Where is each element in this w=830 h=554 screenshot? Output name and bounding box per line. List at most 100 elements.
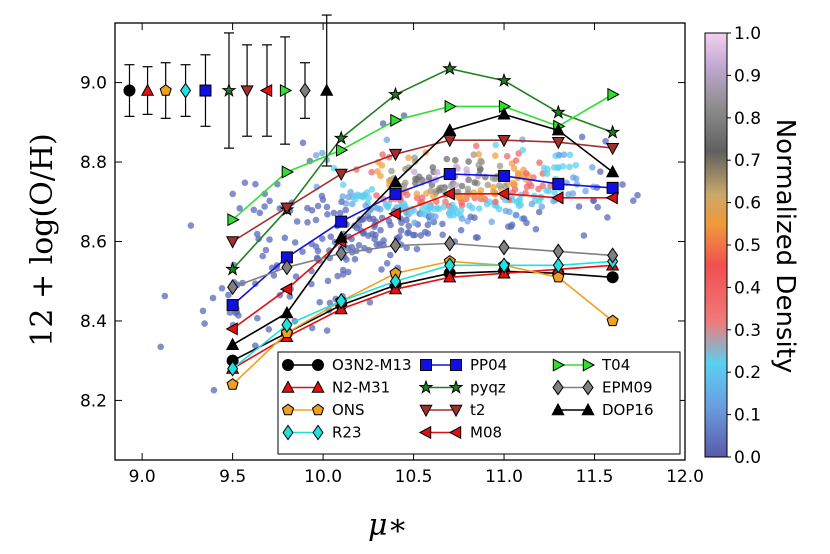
density-point bbox=[380, 237, 387, 244]
series-line-ons bbox=[232, 260, 614, 386]
density-point bbox=[259, 252, 267, 260]
density-point bbox=[535, 208, 543, 216]
y-tick-label: 8.4 bbox=[80, 312, 107, 332]
density-point bbox=[157, 343, 164, 351]
legend-marker-t2 bbox=[449, 404, 463, 418]
density-point bbox=[417, 232, 425, 239]
density-point bbox=[463, 170, 471, 177]
errorbar-marker-pp04 bbox=[199, 84, 212, 97]
errorbar-marker-m08 bbox=[259, 83, 273, 98]
density-point bbox=[452, 156, 459, 164]
density-point bbox=[388, 167, 395, 175]
data-point-m08 bbox=[279, 282, 293, 296]
density-point bbox=[209, 294, 217, 302]
density-point bbox=[442, 198, 449, 206]
density-point bbox=[475, 205, 483, 212]
data-point-pp04 bbox=[606, 181, 619, 194]
density-point bbox=[492, 152, 499, 159]
data-point-pp04 bbox=[498, 169, 511, 182]
density-point bbox=[378, 162, 386, 169]
density-point bbox=[379, 151, 386, 158]
data-point-t04 bbox=[390, 113, 403, 127]
density-point bbox=[404, 229, 411, 237]
density-point bbox=[474, 173, 482, 180]
density-point bbox=[256, 209, 264, 217]
errorbar-marker-ons bbox=[159, 84, 172, 96]
density-point bbox=[229, 190, 236, 198]
density-point bbox=[477, 157, 485, 165]
data-point-dop16 bbox=[605, 164, 620, 178]
density-point bbox=[405, 154, 412, 162]
density-point bbox=[594, 203, 601, 211]
legend-label: ONS bbox=[332, 401, 365, 419]
legend-item-pyqz: pyqz bbox=[418, 379, 506, 397]
legend-label: t2 bbox=[470, 401, 485, 419]
data-point-r23 bbox=[498, 257, 510, 274]
legend-label: R23 bbox=[332, 424, 362, 442]
density-point bbox=[520, 215, 528, 222]
legend-marker-pp04 bbox=[420, 359, 432, 371]
density-point bbox=[339, 181, 347, 189]
series-layer bbox=[225, 60, 621, 390]
series-pyqz bbox=[225, 60, 621, 276]
data-point-dop16 bbox=[497, 107, 511, 120]
legend-marker-o3n2-m13 bbox=[282, 359, 294, 371]
density-point bbox=[352, 192, 359, 200]
x-tick-label: 9.0 bbox=[129, 467, 156, 487]
density-point bbox=[250, 206, 258, 214]
density-point bbox=[570, 174, 577, 181]
density-point bbox=[409, 231, 417, 239]
density-point bbox=[522, 170, 530, 177]
data-point-pyqz bbox=[442, 60, 458, 76]
density-point bbox=[528, 182, 535, 190]
data-point-m08 bbox=[551, 191, 564, 205]
series-t2 bbox=[225, 135, 620, 249]
data-point-m08 bbox=[388, 207, 401, 221]
data-point-n2-m31 bbox=[443, 270, 457, 283]
density-point bbox=[488, 218, 496, 226]
colorbar-tick-label: 0.7 bbox=[734, 151, 761, 171]
density-point bbox=[261, 203, 268, 210]
density-point bbox=[439, 220, 446, 228]
colorbar-gradient bbox=[704, 32, 728, 458]
density-point bbox=[344, 268, 352, 276]
density-point bbox=[314, 202, 322, 210]
density-point bbox=[424, 230, 432, 237]
density-point bbox=[470, 189, 478, 196]
legend-item-t04: T04 bbox=[552, 356, 630, 374]
density-point bbox=[373, 241, 381, 248]
colorbar-tick-label: 0.4 bbox=[734, 278, 761, 298]
density-point bbox=[314, 247, 322, 255]
density-point bbox=[371, 235, 378, 243]
density-point bbox=[368, 168, 376, 176]
data-point-r23 bbox=[444, 257, 456, 274]
x-tick-label: 11.5 bbox=[576, 467, 614, 487]
y-tick-label: 8.8 bbox=[80, 153, 107, 173]
density-point bbox=[475, 151, 483, 158]
density-point bbox=[318, 192, 326, 200]
x-tick-label: 10.5 bbox=[395, 467, 433, 487]
density-point bbox=[535, 185, 542, 193]
colorbar-tick-label: 0.2 bbox=[734, 363, 761, 383]
data-point-t04 bbox=[281, 165, 295, 179]
density-point bbox=[427, 203, 434, 211]
series-line-dop16 bbox=[232, 113, 614, 346]
density-point bbox=[161, 292, 169, 300]
data-point-pp04 bbox=[552, 177, 565, 190]
data-point-pyqz bbox=[550, 104, 566, 119]
density-point bbox=[323, 327, 331, 334]
density-point bbox=[266, 197, 273, 205]
data-point-t04 bbox=[336, 143, 349, 157]
density-point bbox=[361, 191, 369, 199]
legend-box bbox=[277, 351, 681, 455]
density-point bbox=[281, 234, 289, 242]
legend: O3N2-M13 N2-M31 ONS R23 PP04 pyqz t2 M08 T04 EPM0… bbox=[277, 351, 681, 455]
density-point bbox=[368, 186, 376, 193]
data-point-t2 bbox=[334, 168, 348, 182]
density-point bbox=[458, 215, 466, 222]
density-point bbox=[470, 151, 478, 158]
density-point bbox=[201, 320, 208, 327]
x-tick-label: 10.0 bbox=[304, 467, 342, 487]
legend-marker-r23 bbox=[312, 424, 324, 441]
errorbar-marker-t2 bbox=[240, 85, 254, 98]
